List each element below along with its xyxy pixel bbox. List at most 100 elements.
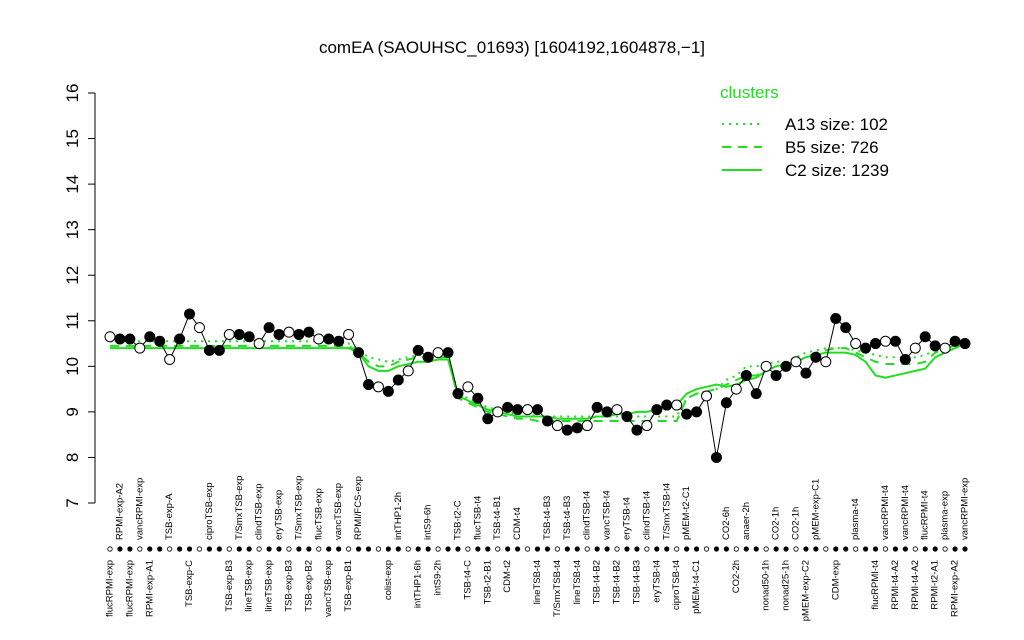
data-point — [392, 374, 404, 386]
data-point — [571, 422, 583, 434]
data-point — [482, 413, 494, 425]
sample-dot — [594, 546, 600, 552]
x-tick-label: lineTSB-exp — [244, 560, 255, 612]
sample-dot — [833, 546, 839, 552]
data-point — [879, 335, 891, 347]
sample-dot — [644, 546, 650, 552]
sample-dot — [534, 546, 541, 552]
data-point — [124, 333, 136, 345]
data-point — [621, 410, 633, 422]
data-point — [382, 385, 394, 397]
y-tick-label: 13 — [63, 220, 82, 239]
sample-dot — [872, 546, 879, 552]
x-tick-label: vancRPMI-t4 — [900, 485, 911, 540]
data-point — [850, 338, 862, 350]
sample-dot — [107, 546, 113, 552]
x-tick-label: plasma-exp — [940, 491, 951, 540]
sample-dot — [236, 546, 242, 552]
data-point — [889, 335, 901, 347]
x-tick-label: anaer-2h — [741, 502, 752, 540]
data-point — [820, 356, 832, 368]
data-point — [641, 420, 653, 432]
sample-dot — [395, 546, 401, 552]
legend-label: B5 size: 726 — [785, 138, 879, 157]
sample-dot — [306, 546, 312, 552]
sample-dot — [524, 546, 531, 552]
data-point — [273, 328, 285, 340]
data-point — [203, 344, 215, 356]
x-tick-label: colist-exp — [383, 560, 394, 600]
x-tick-label: TSB-t2-B1 — [482, 560, 493, 604]
x-tick-label: TSB-t4-B3 — [631, 560, 642, 604]
sample-dot — [664, 546, 670, 552]
data-point — [661, 399, 673, 411]
data-point — [720, 397, 732, 409]
sample-dot — [157, 546, 163, 552]
data-point — [372, 381, 384, 393]
sample-dot — [634, 546, 640, 552]
sample-dot — [793, 546, 799, 552]
data-point — [959, 338, 971, 350]
sample-dot — [773, 546, 779, 552]
x-tick-label: intS9-2h — [433, 560, 444, 595]
x-tick-label: CDM-t4 — [512, 507, 523, 540]
x-tick-label: CDM-exp — [830, 560, 841, 600]
sample-dot — [455, 546, 461, 552]
x-tick-label: TSB-exp-C — [184, 560, 195, 607]
sample-dot — [127, 546, 133, 552]
sample-dot — [405, 546, 411, 552]
legend-title: clusters — [720, 83, 779, 102]
data-point — [919, 331, 931, 343]
x-tick-label: lineTSB-t4 — [532, 560, 543, 604]
data-point — [193, 322, 205, 334]
x-tick-label: flucRPMI-exp — [124, 560, 135, 617]
data-point — [184, 308, 196, 320]
x-tick-label: TSB-t4-B2 — [612, 560, 623, 604]
sample-dot — [823, 546, 829, 552]
x-tick-label: CO2-6h — [721, 507, 732, 540]
data-point — [581, 420, 593, 432]
data-point — [313, 333, 325, 345]
data-point — [263, 322, 275, 334]
data-point — [422, 351, 434, 363]
sample-dot — [117, 546, 123, 552]
data-point — [502, 401, 514, 413]
data-point — [870, 338, 882, 350]
data-point — [293, 328, 305, 340]
x-tick-label: RPMI-t4-A2 — [910, 560, 921, 610]
x-tick-label: T/SmxTSB-exp — [293, 476, 304, 540]
sample-dot — [733, 546, 739, 552]
x-tick-label: TSB-t4-B1 — [492, 496, 503, 540]
x-tick-label: pMEM-t4-C1 — [691, 560, 702, 614]
x-tick-label: TSB-t4-C — [462, 560, 473, 600]
sample-dot — [276, 546, 282, 552]
sample-dot — [624, 546, 630, 552]
data-point — [362, 379, 374, 391]
data-point — [283, 326, 295, 338]
x-tick-label: clindTSB-exp — [254, 484, 265, 541]
x-tick-label: RPMI-t4-A2 — [890, 560, 901, 610]
data-point — [790, 356, 802, 368]
data-point — [899, 354, 911, 365]
data-point — [541, 415, 553, 427]
data-point — [631, 424, 643, 436]
data-point — [472, 392, 484, 404]
data-point — [402, 365, 414, 377]
x-tick-label: T/SmxTSB-t4 — [552, 560, 563, 617]
sample-dot — [544, 546, 551, 552]
sample-dot — [365, 546, 372, 552]
x-tick-label: flucRPMI-exp — [105, 560, 116, 617]
x-tick-label: ciproTSB-t4 — [671, 560, 682, 610]
sample-dot — [654, 546, 660, 552]
sample-dot — [485, 546, 491, 552]
data-point — [154, 335, 166, 347]
x-tick-label: clindTSB-t4 — [582, 491, 593, 540]
sample-dot — [147, 546, 153, 552]
chart-title: comEA (SAOUHSC_01693) [1604192,1604878,−… — [319, 38, 705, 57]
data-point — [760, 360, 772, 372]
sample-dot — [326, 546, 332, 552]
sample-dot — [892, 546, 899, 552]
sample-dot — [216, 546, 222, 552]
sample-dot — [286, 546, 292, 552]
data-point — [522, 404, 534, 416]
